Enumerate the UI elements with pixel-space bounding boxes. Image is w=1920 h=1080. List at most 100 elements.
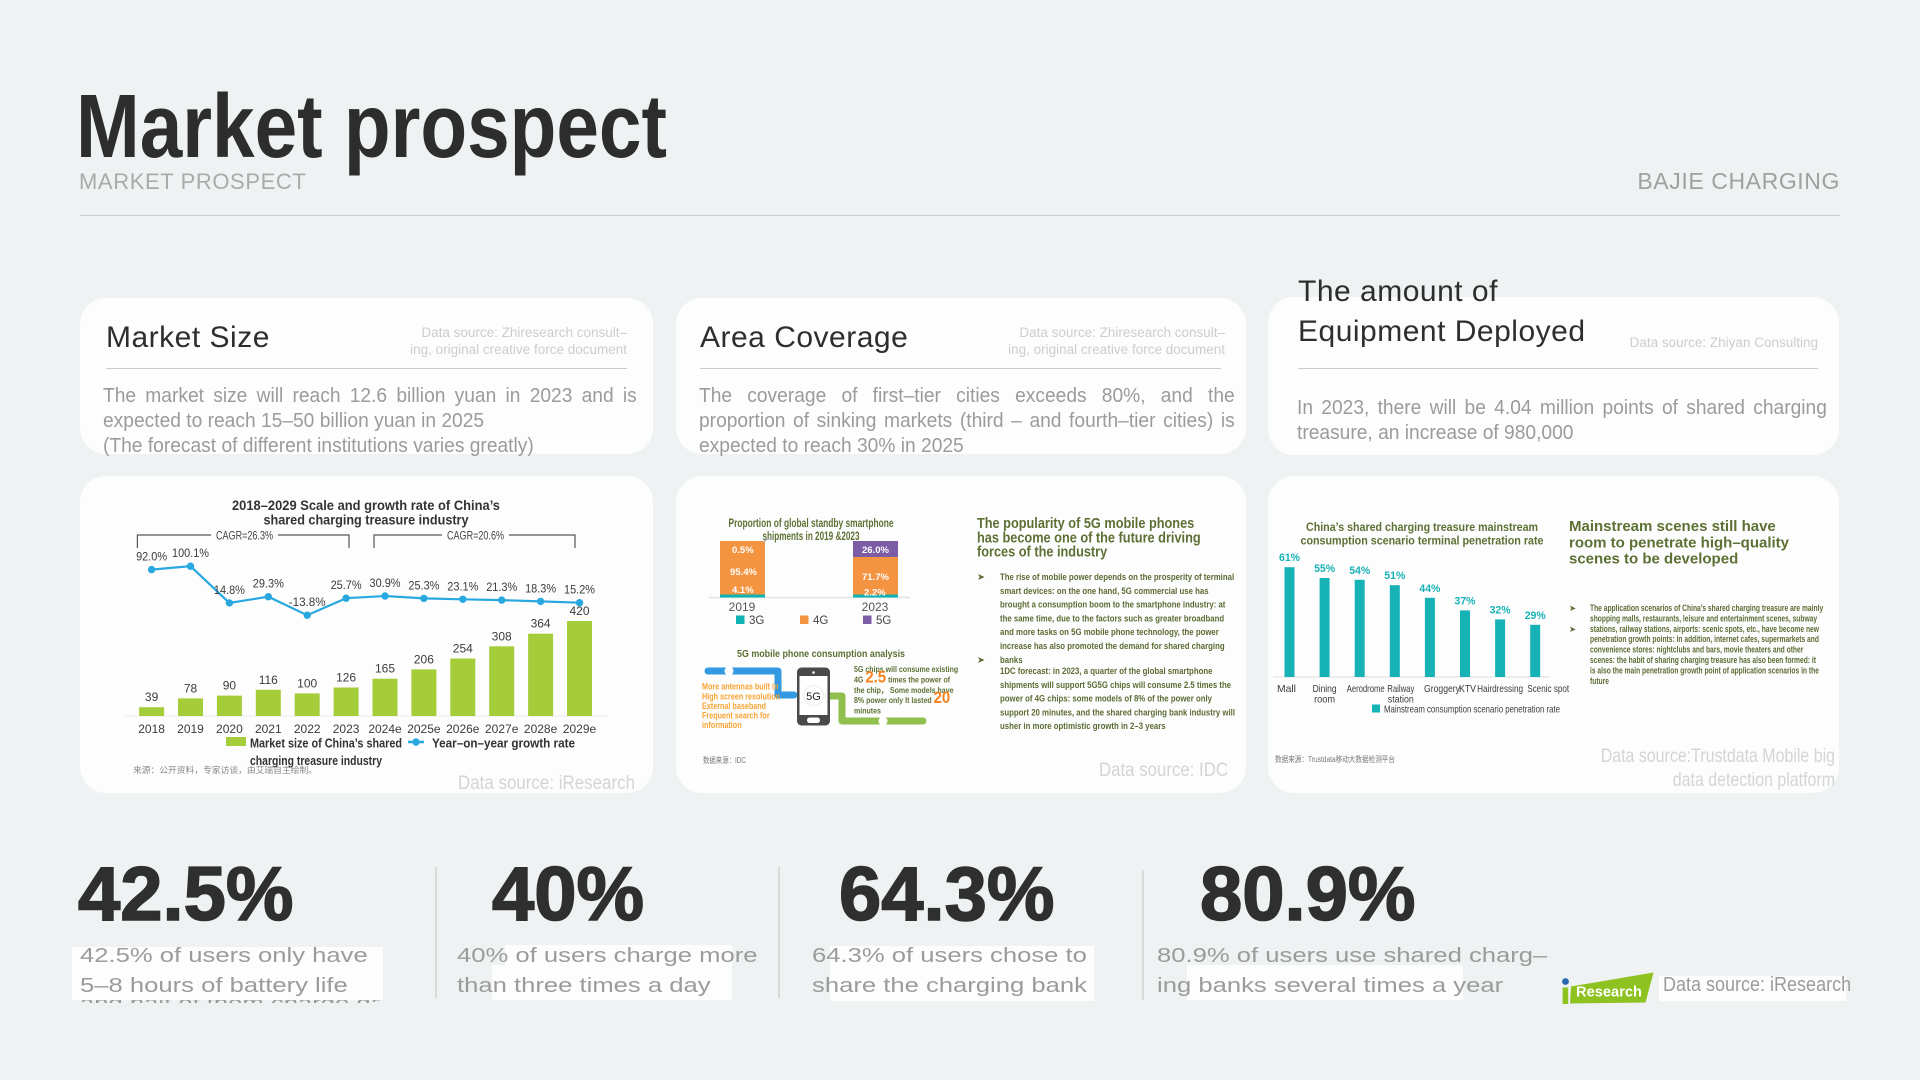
svg-text:95.4%: 95.4%	[730, 567, 757, 578]
svg-text:2.2%: 2.2%	[864, 588, 886, 599]
svg-text:4.1%: 4.1%	[732, 585, 754, 596]
svg-text:2026e: 2026e	[446, 722, 480, 736]
svg-text:29.3%: 29.3%	[253, 577, 284, 591]
svg-text:37%: 37%	[1455, 595, 1476, 607]
svg-text:convenience stores: nightclubs: convenience stores: nightclubs and bars,…	[1590, 645, 1804, 655]
svg-text:78: 78	[184, 681, 198, 695]
svg-text:2021: 2021	[255, 722, 282, 736]
svg-text:100.1%: 100.1%	[172, 546, 209, 560]
svg-text:room: room	[1314, 694, 1335, 706]
svg-text:308: 308	[492, 629, 512, 643]
svg-text:Hairdressing: Hairdressing	[1477, 683, 1523, 695]
svg-text:Data source:Trustdata Mobile b: Data source:Trustdata Mobile big	[1601, 745, 1835, 767]
svg-text:forces of the industry: forces of the industry	[977, 543, 1107, 560]
svg-text:Market size of China’s shared: Market size of China’s shared	[250, 737, 402, 751]
svg-text:26.0%: 26.0%	[862, 545, 889, 556]
svg-text:100: 100	[297, 676, 317, 690]
svg-text:CAGR=26.3%: CAGR=26.3%	[216, 529, 273, 543]
svg-text:The application scenarios of C: The application scenarios of China’s sha…	[1590, 603, 1824, 613]
svg-text:23.1%: 23.1%	[447, 579, 478, 593]
svg-text:shipments in 2019 &2023: shipments in 2019 &2023	[763, 529, 860, 543]
svg-text:61%: 61%	[1279, 552, 1300, 564]
svg-text:2029e: 2029e	[563, 722, 597, 736]
svg-text:92.0%: 92.0%	[136, 550, 167, 564]
svg-text:2028e: 2028e	[524, 722, 558, 736]
svg-text:2018–2029 Scale and growth rat: 2018–2029 Scale and growth rate of China…	[232, 498, 500, 513]
svg-text:shared charging treasure indus: shared charging treasure industry	[264, 513, 469, 528]
svg-text:China’s shared charging treasu: China’s shared charging treasure mainstr…	[1306, 522, 1538, 534]
svg-text:5G: 5G	[876, 615, 891, 627]
svg-text:2020: 2020	[216, 722, 243, 736]
svg-text:CAGR=20.6%: CAGR=20.6%	[447, 529, 504, 543]
svg-text:21.3%: 21.3%	[486, 580, 517, 594]
svg-text:116: 116	[259, 673, 278, 687]
svg-text:stations, railway stations, ai: stations, railway stations, airports: sc…	[1590, 624, 1820, 634]
svg-text:0.5%: 0.5%	[732, 545, 754, 556]
svg-text:Groggery: Groggery	[1424, 683, 1461, 695]
svg-text:Research: Research	[1576, 984, 1642, 1001]
svg-text:Mall: Mall	[1277, 683, 1296, 695]
svg-text:and more tasks on 5G mobile ph: and more tasks on 5G mobile phone techno…	[1000, 627, 1219, 638]
svg-text:51%: 51%	[1384, 570, 1405, 582]
svg-text:brought a consumption boom to: brought a consumption boom to the smartp…	[1000, 599, 1226, 610]
svg-text:scenes to be developed: scenes to be developed	[1569, 551, 1738, 568]
svg-text:information: information	[702, 720, 742, 730]
svg-text:25.3%: 25.3%	[408, 578, 439, 592]
svg-text:165: 165	[375, 662, 395, 676]
svg-text:5G: 5G	[806, 691, 821, 703]
svg-text:14.8%: 14.8%	[214, 583, 245, 597]
svg-text:18.3%: 18.3%	[525, 581, 556, 595]
svg-text:1DC forecast: in 2023, a quart: 1DC forecast: in 2023, a quarter of the …	[1000, 665, 1213, 676]
svg-text:increase has also promoted the: increase has also promoted the demand fo…	[1000, 640, 1225, 651]
svg-text:data detection platform: data detection platform	[1673, 769, 1835, 791]
svg-text:420: 420	[569, 604, 589, 618]
svg-text:29%: 29%	[1525, 610, 1546, 622]
svg-text:consumption scenario terminal: consumption scenario terminal penetratio…	[1301, 536, 1544, 548]
svg-text:Dining: Dining	[1313, 683, 1337, 695]
svg-text:the chip， Some models have: the chip， Some models have	[854, 685, 953, 695]
svg-text:➤: ➤	[977, 655, 985, 666]
svg-text:来源：公开资料，专家访谈，由艾瑞自主绘制。: 来源：公开资料，专家访谈，由艾瑞自主绘制。	[133, 765, 317, 775]
svg-text:shipments will support 5G5G ch: shipments will support 5G5G chips will c…	[1000, 679, 1231, 690]
svg-text:4G: 4G	[813, 615, 828, 627]
svg-text:scenes: the habit of sharing c: scenes: the habit of sharing charging tr…	[1590, 655, 1816, 665]
svg-text:364: 364	[531, 617, 551, 631]
svg-text:2022: 2022	[294, 722, 321, 736]
svg-text:Scenic spot: Scenic spot	[1527, 683, 1569, 695]
svg-text:More antennas built in: More antennas built in	[702, 682, 779, 692]
svg-text:2023: 2023	[862, 600, 889, 614]
svg-text:➤: ➤	[977, 572, 985, 583]
svg-text:15.2%: 15.2%	[564, 583, 595, 597]
svg-text:2024e: 2024e	[368, 722, 402, 736]
svg-text:39: 39	[145, 690, 159, 704]
svg-text:KTV: KTV	[1459, 683, 1476, 695]
svg-text:station: station	[1388, 694, 1414, 706]
svg-text:5G chips will consume existing: 5G chips will consume existing	[854, 665, 959, 675]
svg-text:3G: 3G	[749, 615, 764, 627]
svg-text:charging treasure industry: charging treasure industry	[250, 754, 382, 768]
svg-text:Year–on–year growth rate: Year–on–year growth rate	[432, 737, 575, 751]
svg-text:2019: 2019	[729, 600, 756, 614]
svg-text:Data source: iResearch: Data source: iResearch	[458, 773, 635, 793]
svg-text:the same time, due to the fact: the same time, due to the factors such a…	[1000, 613, 1224, 624]
svg-text:banks: banks	[1000, 654, 1023, 665]
svg-text:32%: 32%	[1490, 604, 1511, 616]
svg-text:Data source: IDC: Data source: IDC	[1099, 760, 1228, 781]
svg-text:is also the main penetration g: is also the main penetration growth poin…	[1590, 665, 1819, 675]
svg-text:25.7%: 25.7%	[331, 578, 362, 592]
svg-text:support 20 minutes, and the sh: support 20 minutes, and the shared charg…	[1000, 707, 1235, 718]
svg-text:The popularity of 5G mobile ph: The popularity of 5G mobile phones	[977, 514, 1194, 531]
svg-text:Aerodrome: Aerodrome	[1347, 683, 1385, 695]
svg-text:44%: 44%	[1419, 583, 1440, 595]
svg-text:254: 254	[453, 642, 473, 656]
svg-text:Proportion of global standby s: Proportion of global standby smartphone	[729, 516, 894, 530]
svg-text:2025e: 2025e	[407, 722, 441, 736]
svg-text:➤: ➤	[1569, 624, 1577, 634]
svg-text:-13.8%: -13.8%	[289, 595, 326, 609]
svg-text:2018: 2018	[138, 722, 165, 736]
svg-text:90: 90	[223, 679, 237, 693]
svg-text:➤: ➤	[1569, 603, 1577, 613]
svg-text:shopping malls, restaurants, l: shopping malls, restaurants, leisure and…	[1590, 613, 1818, 623]
svg-text:room to penetrate high–quality: room to penetrate high–quality	[1569, 534, 1790, 551]
svg-text:power of 4G chips: some models: power of 4G chips: some models of 8% of …	[1000, 693, 1212, 704]
